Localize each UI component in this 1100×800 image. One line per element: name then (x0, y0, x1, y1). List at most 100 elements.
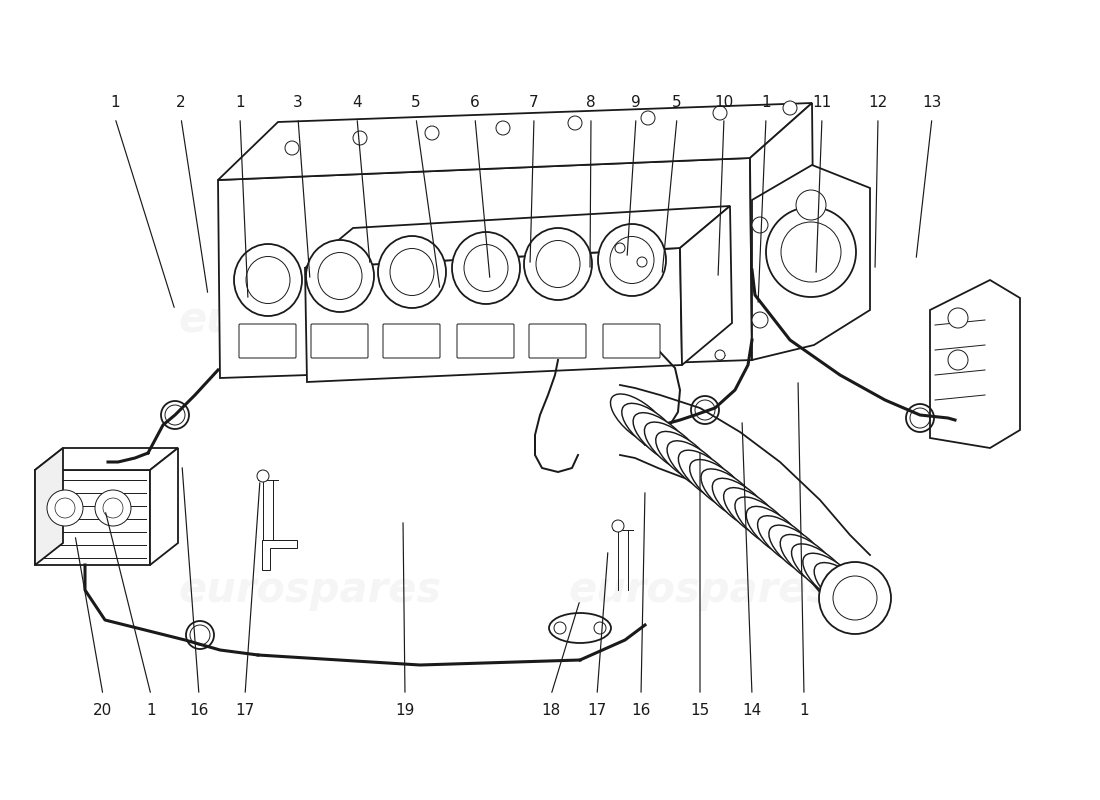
Text: 1: 1 (235, 95, 245, 110)
Text: 19: 19 (395, 703, 415, 718)
Text: 3: 3 (293, 95, 303, 110)
Polygon shape (35, 448, 178, 470)
Ellipse shape (234, 244, 302, 316)
Circle shape (568, 116, 582, 130)
Ellipse shape (769, 525, 828, 578)
Text: 1: 1 (800, 703, 808, 718)
Circle shape (554, 622, 566, 634)
Circle shape (95, 490, 131, 526)
Circle shape (752, 217, 768, 233)
Text: 1: 1 (761, 95, 771, 110)
FancyBboxPatch shape (603, 324, 660, 358)
Text: 13: 13 (922, 95, 942, 110)
Circle shape (766, 207, 856, 297)
Text: eurospares: eurospares (569, 569, 832, 611)
Ellipse shape (645, 422, 704, 474)
Text: 1: 1 (146, 703, 156, 718)
Text: 7: 7 (529, 95, 539, 110)
Ellipse shape (780, 534, 839, 586)
Circle shape (285, 141, 299, 155)
Ellipse shape (378, 236, 446, 308)
Circle shape (820, 562, 891, 634)
FancyBboxPatch shape (311, 324, 368, 358)
FancyBboxPatch shape (456, 324, 514, 358)
Text: 5: 5 (411, 95, 421, 110)
Text: 14: 14 (742, 703, 761, 718)
FancyBboxPatch shape (383, 324, 440, 358)
Ellipse shape (452, 232, 520, 304)
FancyBboxPatch shape (529, 324, 586, 358)
Circle shape (353, 131, 367, 145)
Ellipse shape (746, 506, 805, 558)
Text: 11: 11 (813, 95, 832, 110)
Circle shape (425, 126, 439, 140)
Polygon shape (305, 248, 682, 382)
Polygon shape (35, 470, 150, 565)
Circle shape (257, 470, 270, 482)
Polygon shape (930, 280, 1020, 448)
Circle shape (796, 190, 826, 220)
Polygon shape (305, 206, 730, 268)
Text: eurospares: eurospares (178, 569, 441, 611)
Circle shape (715, 350, 725, 360)
Text: 6: 6 (470, 95, 480, 110)
Ellipse shape (549, 613, 610, 643)
Circle shape (948, 308, 968, 328)
Text: 4: 4 (352, 95, 362, 110)
Ellipse shape (690, 459, 749, 512)
Circle shape (641, 111, 654, 125)
Polygon shape (750, 103, 814, 360)
Text: 5: 5 (672, 95, 682, 110)
Ellipse shape (656, 431, 715, 483)
Ellipse shape (814, 562, 873, 614)
Ellipse shape (634, 413, 692, 465)
Text: eurospares: eurospares (178, 299, 441, 341)
Circle shape (612, 520, 624, 532)
Circle shape (47, 490, 82, 526)
Text: 16: 16 (631, 703, 651, 718)
Ellipse shape (803, 554, 862, 606)
Ellipse shape (701, 469, 760, 521)
Ellipse shape (610, 394, 670, 446)
Text: 20: 20 (94, 703, 112, 718)
Text: 15: 15 (691, 703, 710, 718)
Circle shape (713, 106, 727, 120)
Ellipse shape (679, 450, 737, 502)
Ellipse shape (713, 478, 771, 530)
Polygon shape (35, 448, 63, 565)
Ellipse shape (524, 228, 592, 300)
Circle shape (594, 622, 606, 634)
Polygon shape (262, 540, 297, 570)
Polygon shape (680, 206, 732, 365)
Text: 2: 2 (176, 95, 186, 110)
Polygon shape (752, 165, 870, 360)
Circle shape (948, 350, 968, 370)
Ellipse shape (306, 240, 374, 312)
Text: 17: 17 (587, 703, 606, 718)
Ellipse shape (735, 497, 794, 549)
Text: 9: 9 (631, 95, 641, 110)
Circle shape (496, 121, 510, 135)
Polygon shape (218, 103, 812, 180)
Text: 17: 17 (235, 703, 254, 718)
Ellipse shape (598, 224, 666, 296)
Polygon shape (150, 448, 178, 565)
Ellipse shape (724, 488, 783, 540)
Ellipse shape (621, 403, 681, 455)
Circle shape (637, 257, 647, 267)
Circle shape (783, 101, 798, 115)
Text: 10: 10 (714, 95, 734, 110)
Text: 1: 1 (110, 95, 120, 110)
Text: 18: 18 (541, 703, 561, 718)
FancyBboxPatch shape (239, 324, 296, 358)
Ellipse shape (792, 544, 850, 596)
Circle shape (752, 312, 768, 328)
Circle shape (615, 243, 625, 253)
Text: 12: 12 (868, 95, 888, 110)
Text: 8: 8 (586, 95, 596, 110)
Text: 16: 16 (189, 703, 209, 718)
Ellipse shape (825, 572, 884, 624)
Polygon shape (218, 158, 752, 378)
Ellipse shape (758, 516, 816, 568)
Ellipse shape (667, 441, 726, 493)
